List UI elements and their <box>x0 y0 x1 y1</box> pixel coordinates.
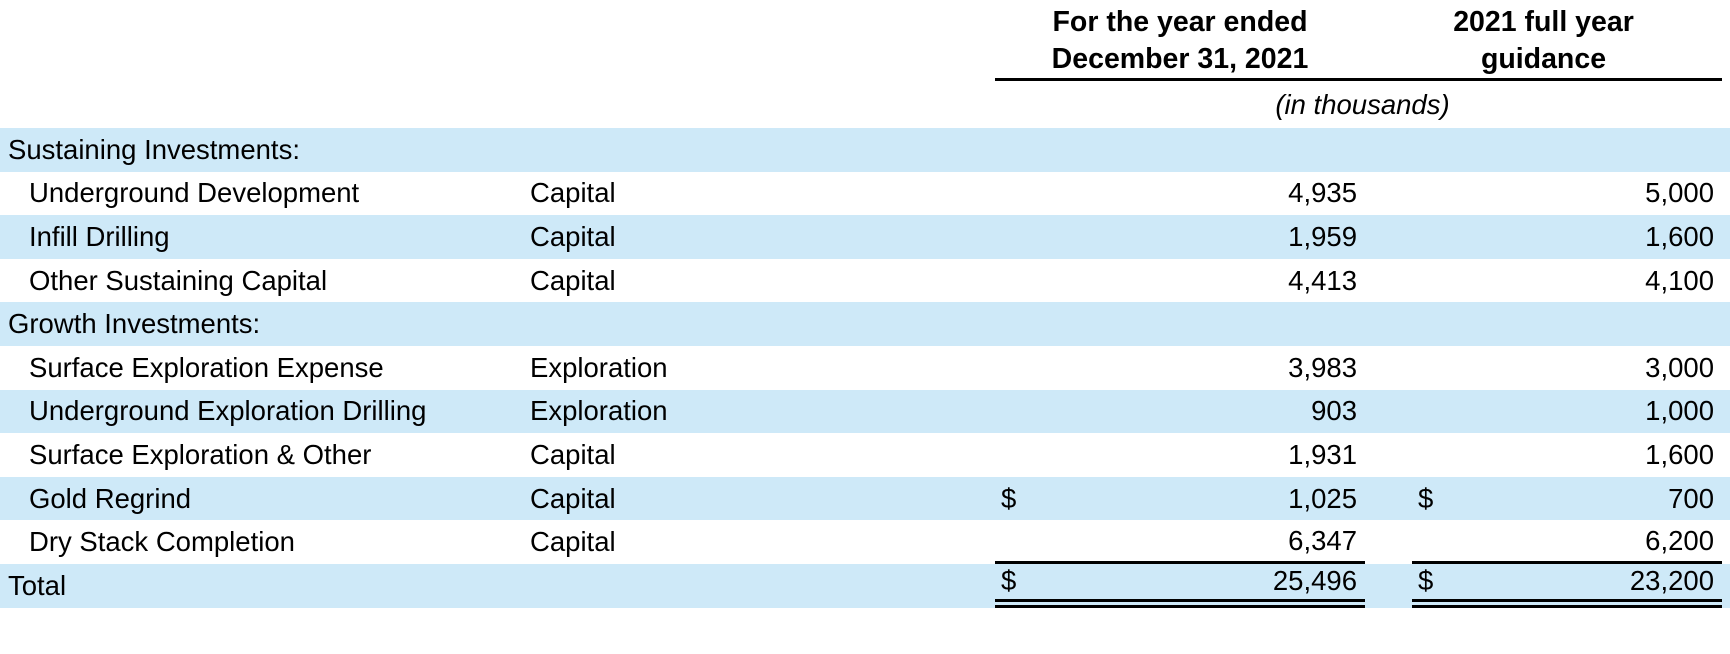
table-row: Gold Regrind Capital $1,025 $700 <box>0 476 1730 521</box>
row-label: Infill Drilling <box>29 220 170 252</box>
value-guidance: 4,100 <box>1412 259 1722 303</box>
header-year-ended-line2: December 31, 2021 <box>1051 43 1309 75</box>
row-label: Sustaining Investments: <box>8 133 300 165</box>
amount: 700 <box>1668 482 1714 514</box>
table-row: Other Sustaining Capital Capital 4,413 4… <box>0 259 1730 303</box>
row-label: Other Sustaining Capital <box>29 264 328 296</box>
dollar-sign: $ <box>1001 482 1017 514</box>
amount: 1,000 <box>1645 395 1714 427</box>
units-note: (in thousands) <box>1275 89 1450 120</box>
dollar-sign: $ <box>1418 482 1434 514</box>
amount: 4,413 <box>1288 264 1357 296</box>
row-label: Surface Exploration & Other <box>29 438 372 470</box>
amount: 6,200 <box>1645 524 1714 556</box>
row-label: Underground Exploration Drilling <box>29 395 427 427</box>
amount: 3,983 <box>1288 351 1357 383</box>
value-guidance: 3,000 <box>1412 346 1722 390</box>
table-header-row: For the year ended December 31, 2021 202… <box>0 0 1730 81</box>
value-guidance: 5,000 <box>1412 172 1722 216</box>
amount: 23,200 <box>1629 565 1714 597</box>
row-label: Underground Development <box>29 177 360 209</box>
table-row: Underground Exploration Drilling Explora… <box>0 389 1730 434</box>
header-year-ended-line1: For the year ended <box>1052 6 1308 38</box>
row-classification: Exploration <box>530 395 668 427</box>
value-fy2021: 6,347 <box>995 520 1365 564</box>
header-guidance-line2: guidance <box>1480 43 1607 75</box>
value-guidance: 1,600 <box>1412 433 1722 477</box>
amount: 1,600 <box>1645 438 1714 470</box>
section-row-growth: Growth Investments: <box>0 302 1730 346</box>
value-fy2021: 4,935 <box>995 172 1365 216</box>
amount: 6,347 <box>1288 524 1357 556</box>
row-label: Total <box>8 569 67 601</box>
section-row-sustaining: Sustaining Investments: <box>0 128 1730 172</box>
amount: 1,025 <box>1288 482 1357 514</box>
row-classification: Exploration <box>530 351 668 383</box>
value-fy2021-total: $25,496 <box>995 564 1365 608</box>
value-fy2021: 1,931 <box>995 433 1365 477</box>
amount: 4,935 <box>1288 177 1357 209</box>
value-guidance: $700 <box>1412 477 1722 521</box>
row-label: Gold Regrind <box>29 482 192 514</box>
row-classification: Capital <box>530 482 616 514</box>
amount: 1,959 <box>1288 220 1357 252</box>
value-fy2021: 1,959 <box>995 215 1365 259</box>
value-guidance: 6,200 <box>1412 520 1722 564</box>
row-label: Surface Exploration Expense <box>29 351 384 383</box>
units-row: (in thousands) <box>0 81 1730 128</box>
table-row: Surface Exploration & Other Capital 1,93… <box>0 433 1730 477</box>
row-classification: Capital <box>530 264 616 296</box>
amount: 25,496 <box>1272 565 1357 597</box>
value-fy2021: 4,413 <box>995 259 1365 303</box>
header-guidance: 2021 full year guidance <box>1365 0 1722 81</box>
value-fy2021: 903 <box>995 390 1365 434</box>
row-label: Growth Investments: <box>8 308 261 340</box>
row-classification: Capital <box>530 526 616 558</box>
table-row: Underground Development Capital 4,935 5,… <box>0 172 1730 216</box>
amount: 1,931 <box>1288 438 1357 470</box>
row-classification: Capital <box>530 438 616 470</box>
dollar-sign: $ <box>1001 565 1017 597</box>
amount: 1,600 <box>1645 220 1714 252</box>
header-guidance-line1: 2021 full year <box>1453 6 1634 38</box>
value-guidance: 1,000 <box>1412 390 1722 434</box>
table-row: Infill Drilling Capital 1,959 1,600 <box>0 215 1730 259</box>
header-year-ended: For the year ended December 31, 2021 <box>995 0 1365 81</box>
value-fy2021: $1,025 <box>995 477 1365 521</box>
value-guidance: 1,600 <box>1412 215 1722 259</box>
table-row: Dry Stack Completion Capital 6,347 6,200 <box>0 520 1730 564</box>
total-row: Total $25,496 $23,200 <box>0 563 1730 608</box>
value-guidance-total: $23,200 <box>1412 564 1722 608</box>
row-label: Dry Stack Completion <box>29 526 295 558</box>
amount: 3,000 <box>1645 351 1714 383</box>
row-classification <box>530 564 995 608</box>
amount: 4,100 <box>1645 264 1714 296</box>
table-row: Surface Exploration Expense Exploration … <box>0 346 1730 390</box>
dollar-sign: $ <box>1418 565 1434 597</box>
row-classification: Capital <box>530 177 616 209</box>
value-fy2021: 3,983 <box>995 346 1365 390</box>
amount: 903 <box>1311 395 1357 427</box>
row-classification: Capital <box>530 220 616 252</box>
amount: 5,000 <box>1645 177 1714 209</box>
